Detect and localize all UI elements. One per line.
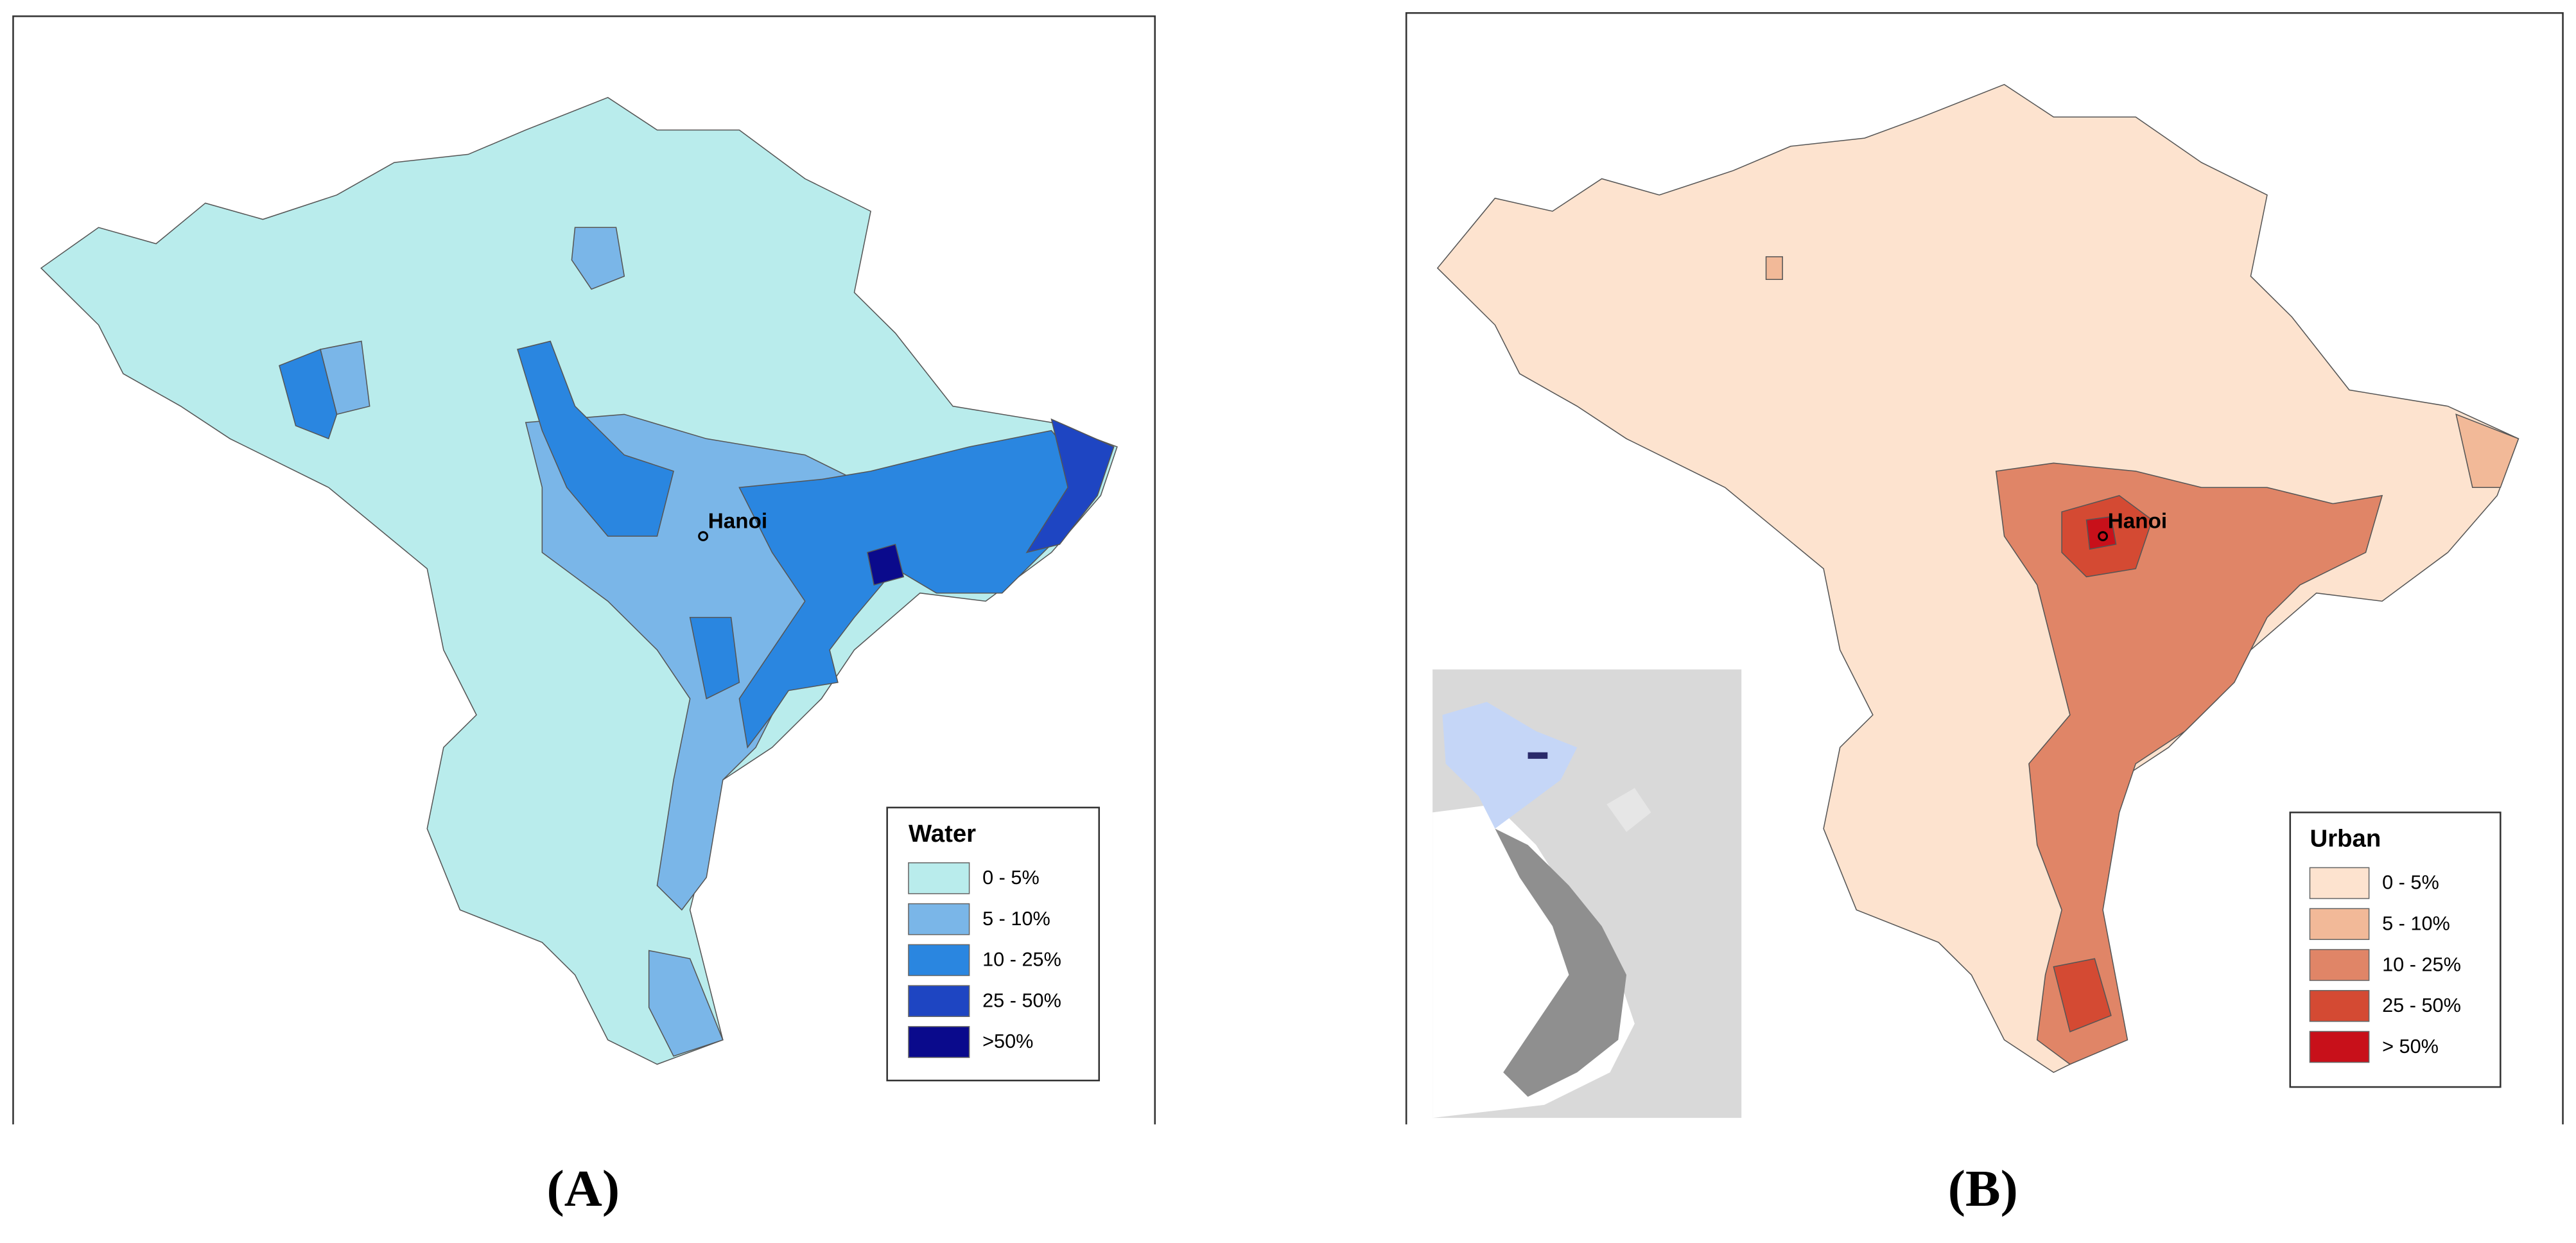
legend-label: 5 - 10%	[982, 908, 1050, 930]
legend-swatch	[908, 862, 970, 894]
city-label: Hanoi	[2108, 510, 2167, 534]
region	[40, 96, 1118, 1065]
map: Hanoi	[1436, 83, 2519, 1074]
legend-swatch	[2309, 1030, 2370, 1063]
region	[1436, 83, 2519, 1074]
legend: Urban 0 - 5% 5 - 10% 10 - 25% 25 - 50% > 50%	[2289, 812, 2502, 1088]
legend-label: 25 - 50%	[2382, 995, 2461, 1016]
legend-label: 10 - 25%	[2382, 953, 2461, 975]
legend-box	[886, 806, 1101, 1082]
region	[517, 340, 674, 537]
legend-label: 5 - 10%	[2382, 913, 2450, 935]
region	[2455, 413, 2519, 488]
panel-label: (B)	[1948, 1159, 2018, 1217]
legend-title: Water	[909, 820, 976, 848]
legend-swatch	[2309, 867, 2370, 900]
legend-label: >50%	[982, 1030, 1033, 1052]
legend-label: 10 - 25%	[982, 949, 1061, 971]
region	[1995, 462, 2383, 1065]
legend-label: 25 - 50%	[982, 990, 1061, 1012]
region	[1025, 418, 1115, 553]
legend-swatch	[908, 1026, 970, 1058]
legend-swatch	[2309, 949, 2370, 981]
legend-swatch	[2309, 908, 2370, 941]
region	[2053, 958, 2112, 1033]
inset-map	[1432, 669, 1742, 1118]
legend: Water 0 - 5% 5 - 10% 10 - 25% 25 - 50% >50%	[886, 806, 1101, 1082]
region	[571, 227, 625, 290]
region	[648, 950, 724, 1057]
inset-country	[1495, 828, 1627, 1097]
map: Hanoi	[40, 96, 1118, 1065]
region	[1765, 256, 1783, 281]
legend-swatch	[908, 903, 970, 935]
legend-title: Urban	[2310, 825, 2381, 853]
city-marker	[698, 531, 709, 541]
inset-island	[1606, 788, 1651, 832]
panel-label: (A)	[547, 1159, 620, 1217]
inset-region	[1442, 702, 1578, 829]
city-marker	[2098, 531, 2109, 541]
legend-label: > 50%	[2382, 1036, 2439, 1057]
legend-label: 0 - 5%	[982, 867, 1040, 889]
caption-area	[0, 1124, 2576, 1243]
region	[279, 349, 338, 440]
region	[689, 616, 740, 700]
city-label: Hanoi	[708, 510, 767, 534]
legend-label: 0 - 5%	[2382, 872, 2439, 894]
legend-swatch	[908, 985, 970, 1017]
legend-swatch	[908, 944, 970, 977]
region	[867, 543, 905, 586]
region	[738, 430, 1085, 749]
inset-marker	[1527, 752, 1548, 759]
legend-swatch	[2309, 989, 2370, 1022]
